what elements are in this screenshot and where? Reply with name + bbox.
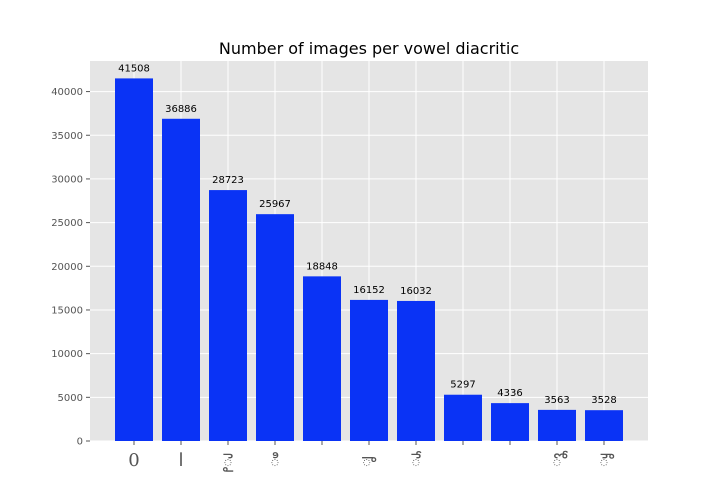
data-label: 5297 — [450, 380, 475, 391]
bar — [115, 78, 153, 442]
y-tick-label: 15000 — [51, 305, 83, 316]
data-label: 28723 — [212, 175, 244, 186]
y-tick-label: 10000 — [51, 349, 83, 360]
data-label: 36886 — [165, 104, 197, 115]
bar — [491, 403, 529, 441]
x-tick-label: ో — [552, 450, 568, 471]
x-tick-label: ౌ — [599, 450, 614, 471]
bar — [444, 394, 482, 441]
x-tick-label: ే — [411, 450, 422, 471]
y-tick-label: 40000 — [51, 87, 83, 98]
bar — [538, 409, 576, 441]
x-tick-label: ై — [222, 450, 233, 472]
data-label: 18848 — [306, 261, 338, 272]
x-tick-label: 0 — [128, 450, 139, 471]
x-tick-label: ا — [178, 450, 183, 471]
bar — [162, 118, 200, 442]
y-tick-label: 35000 — [51, 131, 83, 142]
y-tick-label: 5000 — [58, 393, 83, 404]
y-tick-label: 0 — [77, 437, 83, 448]
bars — [115, 78, 623, 442]
chart-title: Number of images per vowel diacritic — [219, 39, 519, 58]
bar — [303, 276, 341, 441]
data-label: 16032 — [400, 286, 432, 297]
y-tick-label: 20000 — [51, 262, 83, 273]
y-tick-label: 30000 — [51, 174, 83, 185]
data-labels: 41508 36886 28723 25967 18848 16152 16032 5297 4… — [118, 63, 617, 406]
bar — [350, 299, 388, 441]
data-label: 4336 — [497, 388, 522, 399]
bar — [585, 410, 623, 441]
bar — [209, 190, 247, 441]
data-label: 3563 — [544, 395, 569, 406]
data-label: 16152 — [353, 285, 385, 296]
data-label: 41508 — [118, 63, 150, 74]
data-label: 3528 — [591, 395, 616, 406]
bar — [256, 214, 294, 441]
data-label: 25967 — [259, 199, 291, 210]
y-tick-label: 25000 — [51, 218, 83, 229]
x-tick-label: ా — [361, 450, 376, 471]
y-axis: 0 5000 10000 15000 20000 25000 30000 35000 40000 — [51, 87, 90, 448]
x-axis: 0 اైిాేోౌ — [128, 441, 614, 472]
bar — [397, 300, 435, 441]
x-tick-label: ి — [270, 450, 280, 471]
